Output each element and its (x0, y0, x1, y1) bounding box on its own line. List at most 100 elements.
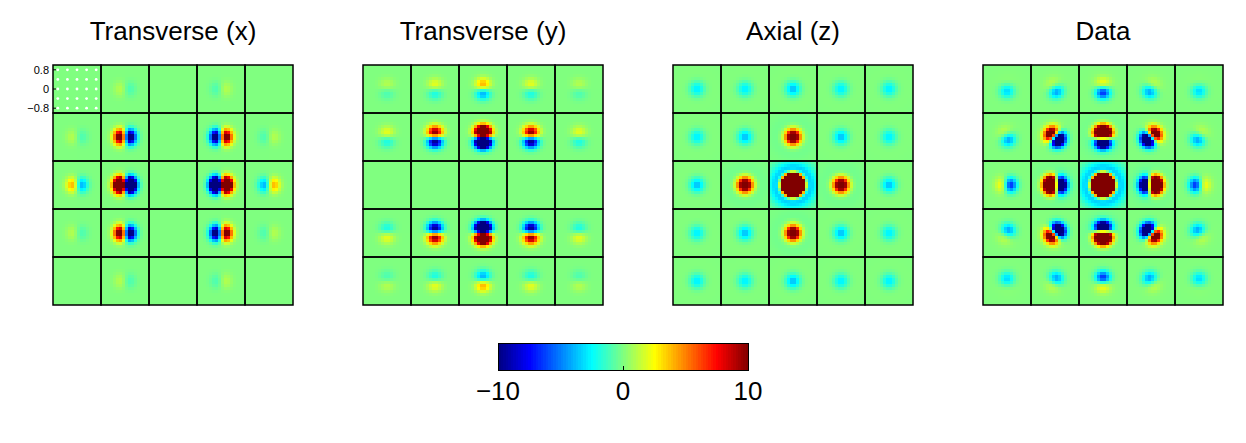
pixel (143, 152, 146, 155)
pixel (278, 107, 281, 110)
pixel (122, 95, 125, 98)
pixel (164, 131, 167, 134)
pixel (140, 140, 143, 143)
pixel (83, 134, 86, 137)
pixel (125, 77, 128, 80)
pixel (167, 77, 170, 80)
pixel (179, 86, 182, 89)
pixel (224, 74, 227, 77)
pixel (128, 86, 131, 89)
pixel (86, 146, 89, 149)
pixel (152, 89, 155, 92)
pixel (113, 80, 116, 83)
pixel (125, 122, 128, 125)
pixel (209, 89, 212, 92)
pixel (143, 128, 146, 131)
pixel (182, 116, 185, 119)
pixel (212, 74, 215, 77)
pixel (161, 140, 164, 143)
pixel (167, 89, 170, 92)
pixel (80, 104, 83, 107)
pixel (125, 83, 128, 86)
pixel (104, 119, 107, 122)
pixel (71, 134, 74, 137)
pixel (68, 104, 71, 107)
pixel (221, 92, 224, 95)
pixel (107, 80, 110, 83)
pixel (170, 83, 173, 86)
pixel (188, 68, 191, 71)
pixel (206, 86, 209, 89)
pixel (239, 68, 242, 71)
pixel (122, 116, 125, 119)
pixel (173, 92, 176, 95)
pixel (89, 107, 92, 110)
pixel (218, 107, 221, 110)
pixel (221, 83, 224, 86)
pixel (56, 92, 59, 95)
pixel (164, 74, 167, 77)
pixel (239, 98, 242, 101)
pixel (122, 131, 125, 134)
pixel (137, 116, 140, 119)
pixel (128, 83, 131, 86)
pixel (131, 125, 134, 128)
pixel (86, 92, 89, 95)
pixel (272, 68, 275, 71)
pixel (167, 86, 170, 89)
pixel (167, 95, 170, 98)
pixel (224, 83, 227, 86)
pixel (176, 74, 179, 77)
pixel (191, 92, 194, 95)
pixel (281, 101, 284, 104)
pixel (164, 107, 167, 110)
pixel (203, 89, 206, 92)
pixel (284, 104, 287, 107)
pixel (155, 146, 158, 149)
pixel (107, 89, 110, 92)
pixel (230, 89, 233, 92)
pixel (281, 77, 284, 80)
pixel (275, 83, 278, 86)
pixel (263, 95, 266, 98)
pixel (239, 89, 242, 92)
pixel (176, 143, 179, 146)
pixel (263, 83, 266, 86)
pixel (269, 104, 272, 107)
pixel (80, 128, 83, 131)
pixel (92, 104, 95, 107)
pixel (260, 74, 263, 77)
pixel (80, 137, 83, 140)
pixel (107, 119, 110, 122)
pixel (257, 68, 260, 71)
pixel (215, 89, 218, 92)
pixel (143, 68, 146, 71)
pixel (80, 101, 83, 104)
pixel (152, 134, 155, 137)
pixel (68, 101, 71, 104)
pixel (191, 134, 194, 137)
pixel (218, 101, 221, 104)
pixel (125, 101, 128, 104)
pixel (143, 71, 146, 74)
pixel (170, 143, 173, 146)
pixel (215, 71, 218, 74)
pixel (131, 155, 134, 158)
pixel (143, 155, 146, 158)
pixel (86, 122, 89, 125)
pixel (248, 92, 251, 95)
pixel (248, 107, 251, 110)
pixel (122, 134, 125, 137)
pixel (137, 155, 140, 158)
pixel (218, 86, 221, 89)
pixel (59, 89, 62, 92)
pixel (95, 122, 98, 125)
pixel (143, 104, 146, 107)
pixel (86, 155, 89, 158)
pixel (206, 68, 209, 71)
pixel (179, 68, 182, 71)
pixel (62, 77, 65, 80)
pixel (56, 83, 59, 86)
pixel (266, 95, 269, 98)
pixel (209, 95, 212, 98)
